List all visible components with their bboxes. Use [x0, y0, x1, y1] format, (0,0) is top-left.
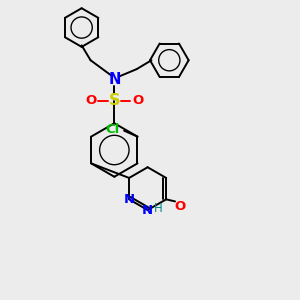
Text: N: N [108, 72, 121, 87]
Text: S: S [109, 94, 120, 109]
Text: Cl: Cl [105, 123, 119, 136]
Text: O: O [133, 94, 144, 107]
Text: O: O [85, 94, 96, 107]
Text: N: N [124, 193, 135, 206]
Text: O: O [175, 200, 186, 213]
Text: N: N [142, 203, 153, 217]
Text: H: H [154, 202, 162, 215]
